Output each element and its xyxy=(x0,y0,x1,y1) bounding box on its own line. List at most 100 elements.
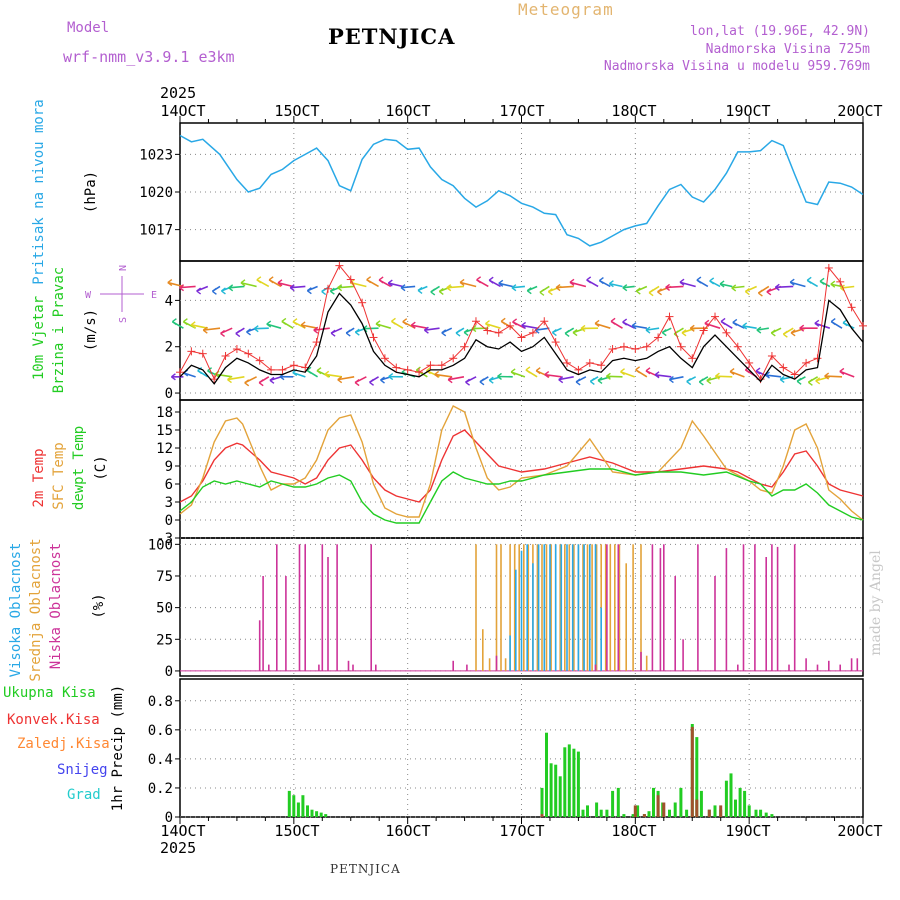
wind-arrow-head xyxy=(465,381,471,386)
wind-arrow-shaft xyxy=(511,285,525,289)
wind-arrow-head xyxy=(731,287,737,292)
wind-arrow-head xyxy=(380,379,385,384)
precip-legend-total: Ukupna Kisa xyxy=(3,685,96,701)
wind-arrow-head xyxy=(202,326,208,331)
wind-arrow-head xyxy=(423,326,429,331)
wind-arrow-head xyxy=(227,376,232,381)
precip-ytick-label: 0 xyxy=(165,810,173,826)
precip-ytick-label: 0.4 xyxy=(148,752,173,768)
xtick-top-15oct: 15OCT xyxy=(274,102,319,120)
wind-arrow-head xyxy=(586,279,592,284)
precip-total-bar xyxy=(540,787,544,817)
cloud-low-bar xyxy=(805,658,807,671)
wind-arrow-head xyxy=(766,288,772,293)
cloud-low-bar xyxy=(466,664,468,671)
xtick-bottom-18oct: 18OCT xyxy=(611,822,656,840)
wind-ylabel: 10m Vjetar xyxy=(31,296,47,380)
wind-arrow-head xyxy=(512,321,518,326)
wind-arrow-head xyxy=(709,280,715,285)
wind-arrow-head xyxy=(719,283,725,288)
precip-total-bar xyxy=(631,814,635,817)
precip-total-bar xyxy=(292,795,296,817)
wind-arrow-head xyxy=(313,326,319,331)
cloud-mid-bar xyxy=(513,544,516,671)
wind-arrow-shaft xyxy=(594,322,611,329)
wind-arrow-head xyxy=(679,281,685,286)
wind-arrow-head xyxy=(511,284,517,289)
wind-arrow-shaft xyxy=(729,370,745,378)
cloud-mid-bar xyxy=(550,544,552,671)
wind-arrow-head xyxy=(266,320,272,325)
wind-arrow-shaft xyxy=(535,327,550,331)
wind-arrow-head xyxy=(789,278,795,283)
wind-arrow-head xyxy=(196,290,202,295)
wind-arrow-head xyxy=(779,378,785,384)
precip-conv-bar xyxy=(662,802,666,817)
wind-arrow-head xyxy=(476,279,482,284)
wind-arrow-head xyxy=(681,329,687,334)
cloud-mid-bar xyxy=(559,544,561,671)
wind-arrow-head xyxy=(488,376,494,381)
precip-ylabel: 1hr Precip (mm) xyxy=(110,685,126,811)
wind-arrow-head xyxy=(337,379,343,384)
wind-arrow-head xyxy=(366,276,372,281)
wind-arrow-head xyxy=(170,373,176,378)
cloud-high-bar xyxy=(583,544,585,671)
precip-total-bar xyxy=(605,809,609,817)
cloud-low-bar xyxy=(659,548,662,671)
wind-arrow-head xyxy=(292,321,298,326)
wind-arrow-head xyxy=(569,281,575,286)
wind-arrow-head xyxy=(447,379,453,384)
wind-arrow-head xyxy=(268,279,274,284)
temp-ylabel-dewpt: dewpt Temp xyxy=(71,426,87,510)
cloud-mid-bar xyxy=(582,544,584,671)
wind-direction-legend: N S W E xyxy=(85,265,157,323)
wind-arrow-head xyxy=(329,290,335,295)
precip-total-bar xyxy=(554,764,558,817)
wind-arrow-head xyxy=(782,333,788,338)
wind-arrow-head xyxy=(410,321,416,326)
wind-arrow-head xyxy=(441,332,447,337)
wind-arrow-head xyxy=(661,328,667,334)
wind-arrow-head xyxy=(686,377,692,383)
wind-arrow-shaft xyxy=(719,283,733,288)
precip-total-bar xyxy=(673,802,677,817)
wind-arrow-shaft xyxy=(790,281,806,288)
wind-arrow-head xyxy=(631,322,637,327)
wind-arrow-head xyxy=(324,370,330,375)
wind-arrow-head xyxy=(324,373,330,378)
precip-total-bar xyxy=(695,737,699,817)
wind-arrow-head xyxy=(704,322,710,327)
wind-arrow-shaft xyxy=(558,376,574,381)
wind-arrow-head xyxy=(488,279,494,284)
cloud-mid-bar xyxy=(475,544,477,671)
wind-arrow-head xyxy=(426,367,431,372)
wind-arrow-head xyxy=(510,371,516,376)
cloud-low-bar xyxy=(258,620,261,671)
wind-arrow-head xyxy=(391,320,396,325)
wind-arrow-head xyxy=(253,328,259,333)
cloud-mid-bar xyxy=(488,658,491,671)
precip-total-bar xyxy=(558,776,562,817)
precip-total-bar xyxy=(668,809,671,817)
wind-arrow-head xyxy=(423,329,429,334)
wind-arrow-head xyxy=(648,292,654,297)
wind-arrow-shaft xyxy=(765,374,782,378)
wind-arrow-head xyxy=(814,322,820,327)
cloud-mid-bar xyxy=(614,544,616,671)
wind-ytick-label: 2 xyxy=(165,340,173,356)
precip-conv-bar xyxy=(719,805,723,817)
wind-arrow-shaft xyxy=(266,323,282,329)
wind-arrow-head xyxy=(330,332,336,337)
wind-arrow-head xyxy=(316,367,322,372)
xtick-bottom-17oct: 17OCT xyxy=(499,822,544,840)
cloud-low-bar xyxy=(674,576,676,671)
pressure-series-line xyxy=(179,134,864,247)
wind-arrow-shaft xyxy=(203,327,221,331)
wind-arrow-shaft xyxy=(424,327,440,331)
precip-total-bar xyxy=(724,780,728,817)
wind-arrow-head xyxy=(526,287,532,292)
wind-arrow-head xyxy=(256,276,262,281)
precip-legend-frz: Zaledj.Kisa xyxy=(17,736,110,752)
wind-arrow-head xyxy=(824,375,830,380)
